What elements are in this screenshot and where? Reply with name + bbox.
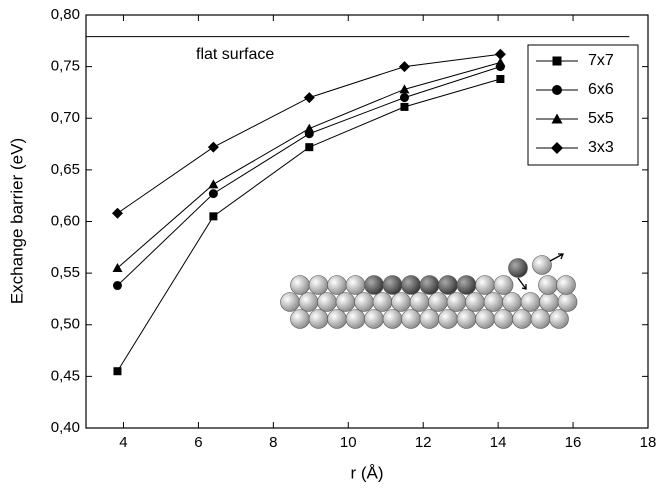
arrow — [517, 277, 527, 290]
atom — [475, 309, 495, 329]
atom — [539, 292, 559, 312]
marker — [304, 123, 315, 133]
atom — [438, 309, 458, 329]
legend-marker — [551, 142, 563, 154]
marker — [112, 281, 122, 291]
atom — [530, 309, 551, 329]
atom — [317, 292, 337, 312]
atom — [290, 275, 310, 295]
atom — [308, 309, 329, 329]
atom — [428, 292, 448, 312]
y-tick-label: 0,80 — [51, 6, 80, 23]
marker — [207, 141, 219, 153]
legend-label: 3x3 — [588, 139, 614, 156]
atom — [382, 275, 403, 295]
y-tick-label: 0,55 — [51, 264, 80, 281]
y-tick-label: 0,70 — [51, 109, 80, 126]
x-tick-label: 14 — [490, 434, 507, 451]
legend-label: 6x6 — [588, 81, 614, 98]
marker — [303, 92, 315, 104]
legend-marker — [551, 113, 563, 124]
y-axis-label: Exchange barrier (eV) — [7, 138, 26, 304]
marker — [495, 57, 506, 67]
surface-illustration — [280, 253, 578, 329]
y-tick-label: 0,45 — [51, 367, 80, 384]
atom — [354, 292, 374, 312]
x-tick-label: 18 — [640, 434, 657, 451]
atom — [327, 309, 347, 329]
marker — [400, 102, 409, 111]
atom — [345, 309, 366, 329]
x-tick-label: 6 — [194, 434, 202, 451]
marker — [208, 189, 218, 199]
arrow — [549, 253, 564, 262]
atom — [512, 309, 532, 329]
atom — [401, 309, 421, 329]
marker — [399, 93, 409, 103]
marker — [111, 207, 123, 219]
atom — [364, 275, 384, 295]
x-axis-label: r (Å) — [350, 463, 383, 482]
atom — [483, 292, 504, 312]
atom — [335, 292, 356, 312]
atom — [372, 292, 393, 312]
atom — [298, 292, 319, 312]
atom — [401, 275, 421, 295]
x-tick-label: 10 — [340, 434, 357, 451]
x-tick-label: 4 — [119, 434, 127, 451]
atom — [391, 292, 411, 312]
marker — [494, 48, 506, 60]
atom — [493, 275, 514, 295]
atom — [502, 292, 522, 312]
y-tick-label: 0,60 — [51, 212, 80, 229]
atom — [419, 275, 440, 295]
atom — [549, 309, 569, 329]
atom — [538, 275, 558, 295]
atom — [409, 292, 430, 312]
x-tick-label: 16 — [565, 434, 582, 451]
x-tick-label: 12 — [415, 434, 432, 451]
atom — [475, 275, 495, 295]
marker — [113, 367, 122, 376]
marker — [112, 262, 123, 272]
atom — [280, 292, 300, 312]
marker — [209, 212, 218, 221]
atom — [364, 309, 384, 329]
marker — [496, 75, 505, 84]
atom — [556, 275, 576, 295]
marker — [398, 61, 410, 73]
marker — [305, 143, 314, 152]
marker — [208, 179, 219, 189]
atom — [308, 275, 329, 295]
atom — [557, 292, 578, 312]
atom — [465, 292, 485, 312]
atom — [520, 292, 541, 312]
atom — [456, 309, 477, 329]
legend-marker — [552, 85, 562, 95]
atom — [327, 275, 347, 295]
y-tick-label: 0,40 — [51, 419, 80, 436]
legend-label: 7x7 — [588, 52, 614, 69]
y-tick-label: 0,65 — [51, 161, 80, 178]
marker — [399, 84, 410, 94]
atom — [345, 275, 366, 295]
atom — [419, 309, 440, 329]
atom — [290, 309, 310, 329]
atom — [508, 258, 528, 278]
atom — [438, 275, 458, 295]
atom — [456, 275, 477, 295]
x-tick-label: 8 — [269, 434, 277, 451]
legend-box — [527, 44, 639, 166]
atom — [382, 309, 403, 329]
legend-marker — [552, 56, 562, 66]
atom — [493, 309, 514, 329]
y-tick-label: 0,75 — [51, 58, 80, 75]
atom — [532, 255, 552, 275]
legend-label: 5x5 — [588, 110, 614, 127]
annotation: flat surface — [196, 46, 274, 63]
atom — [446, 292, 467, 312]
y-tick-label: 0,50 — [51, 316, 80, 333]
